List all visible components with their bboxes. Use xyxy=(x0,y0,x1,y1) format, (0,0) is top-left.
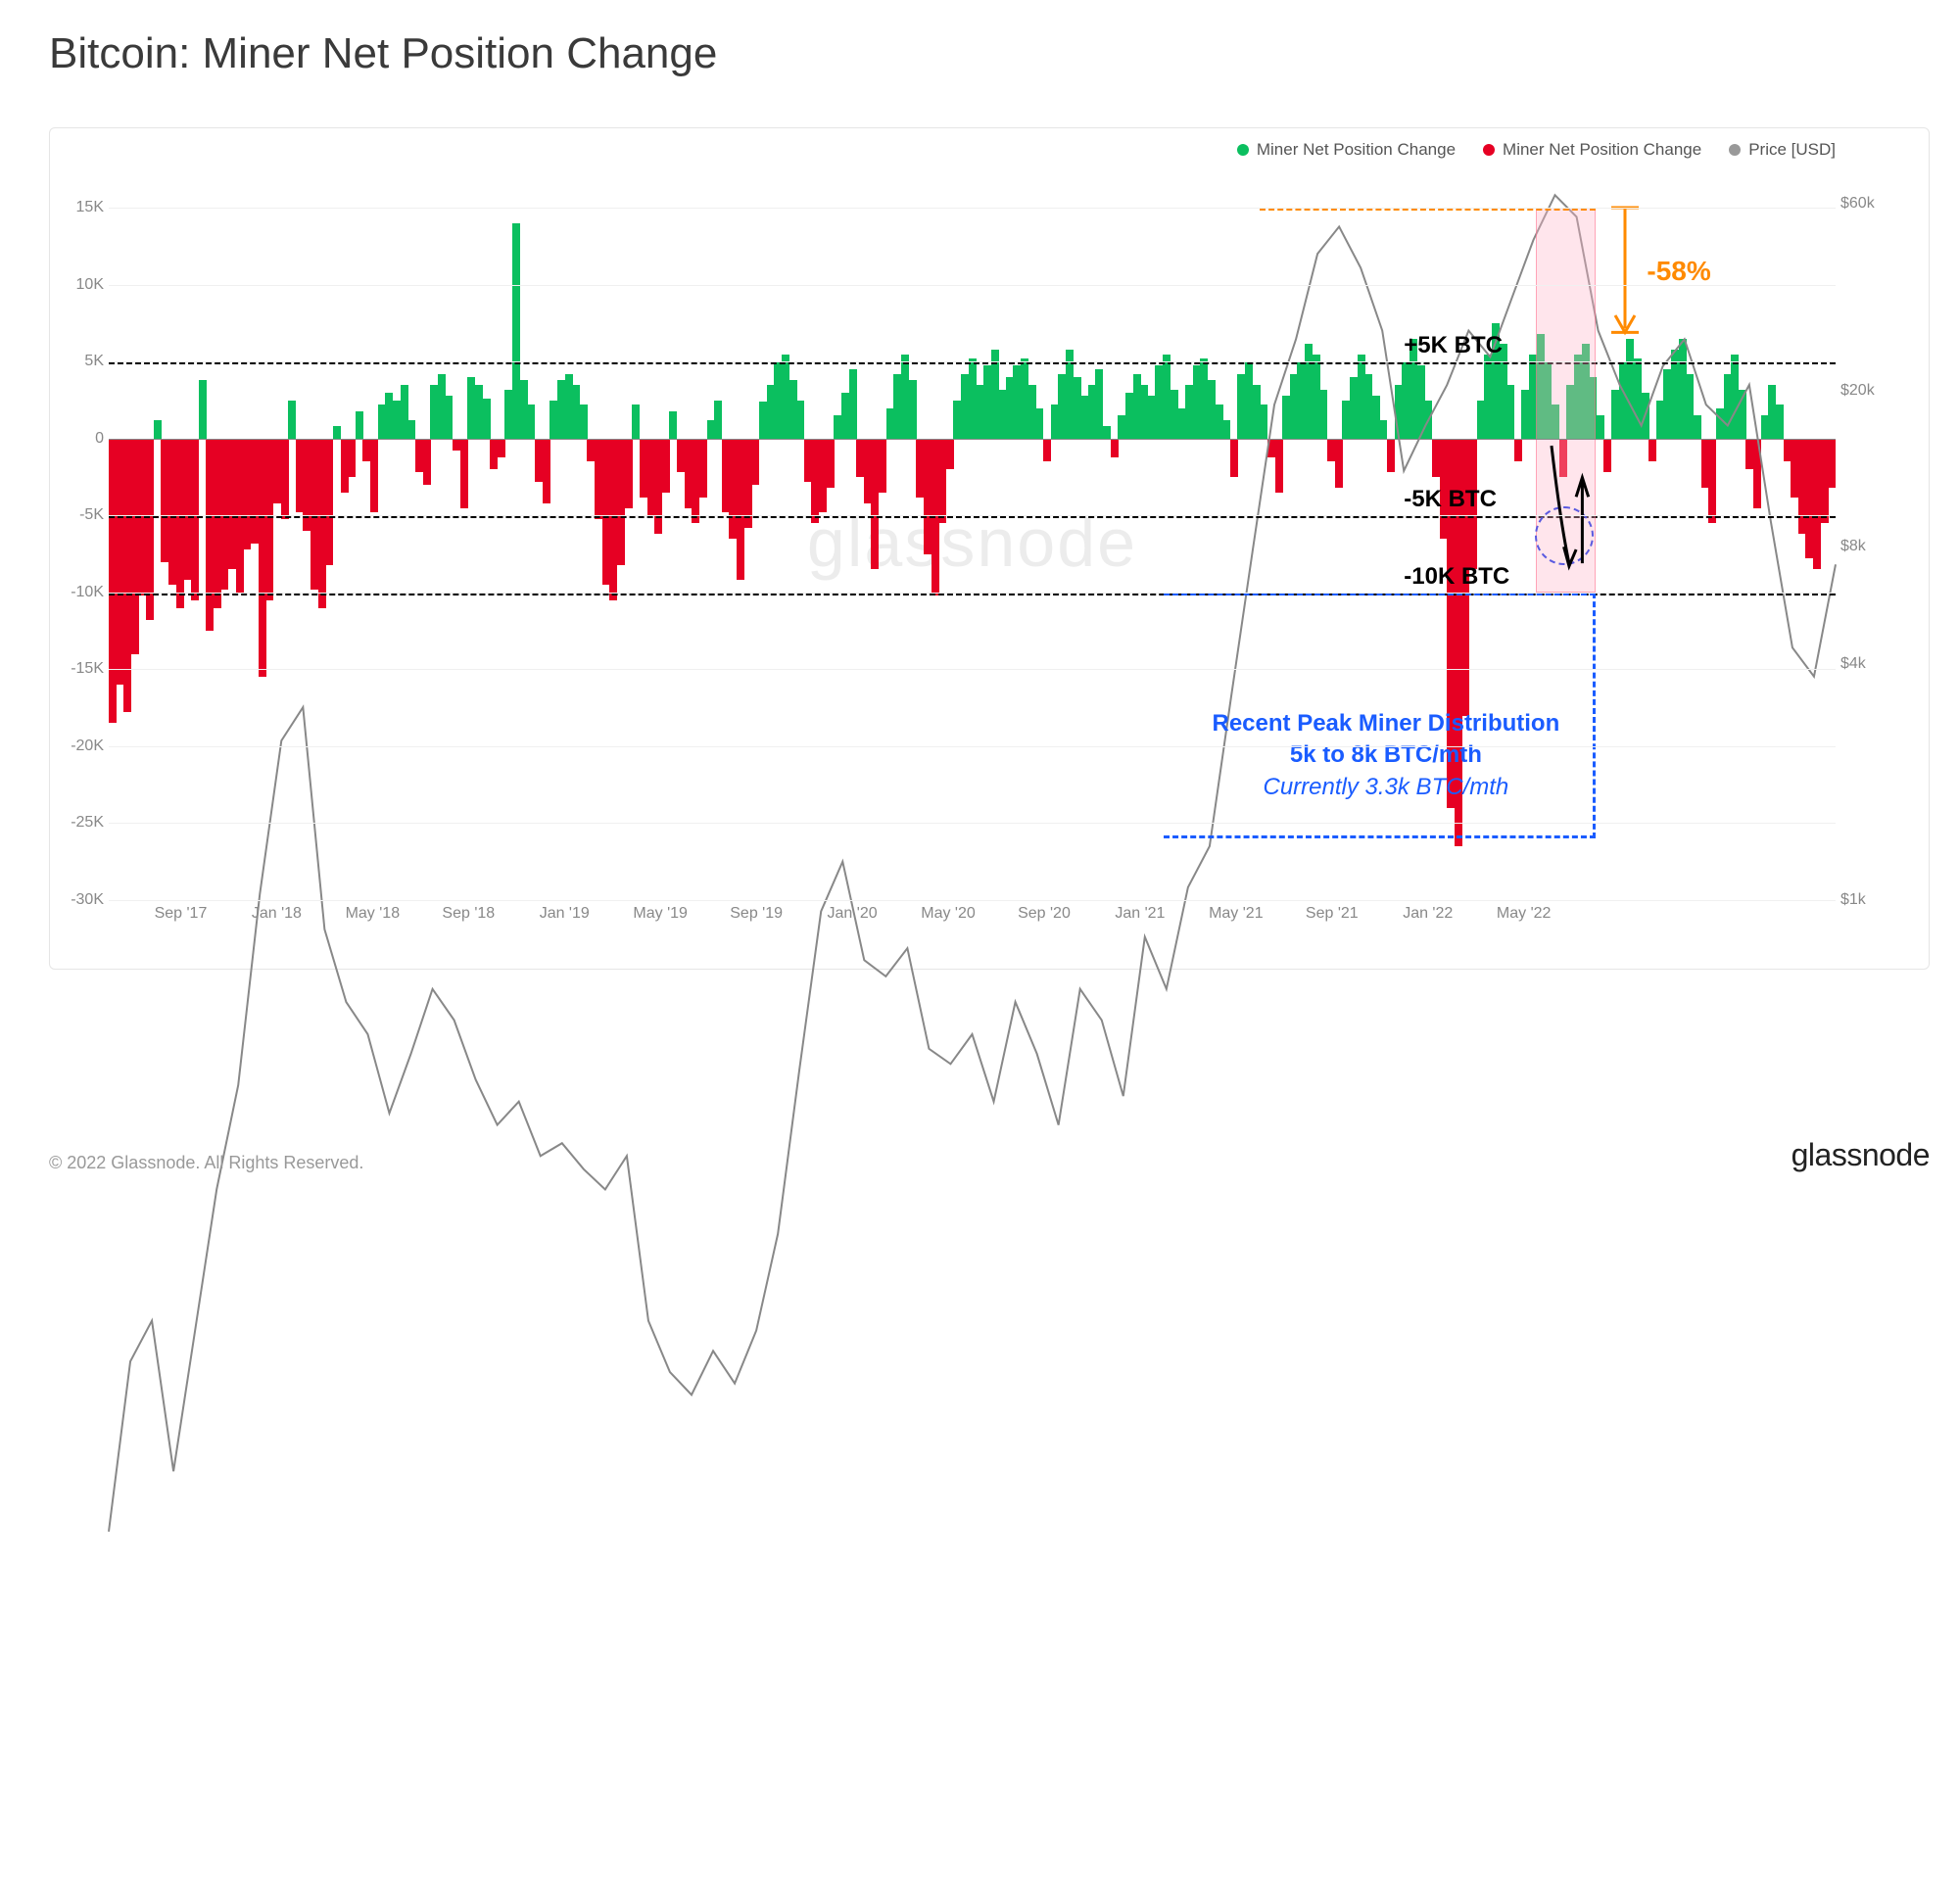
legend-dot-red xyxy=(1483,144,1495,156)
legend-label: Miner Net Position Change xyxy=(1257,140,1456,160)
ref-label: -5K BTC xyxy=(1404,486,1497,513)
ref-label: -10K BTC xyxy=(1404,563,1509,591)
y-right-tick: $8k xyxy=(1840,538,1866,555)
blue-line1: Recent Peak Miner Distribution xyxy=(1200,708,1572,739)
y-right-tick: $20k xyxy=(1840,382,1875,400)
chart-frame: Miner Net Position Change Miner Net Posi… xyxy=(49,127,1930,970)
y-left-tick: 10K xyxy=(76,276,104,294)
blue-line3: Currently 3.3k BTC/mth xyxy=(1200,772,1572,803)
legend-item-positive: Miner Net Position Change xyxy=(1237,140,1456,160)
y-left-tick: 15K xyxy=(76,199,104,216)
y-left-tick: -15K xyxy=(71,660,104,678)
black-arrows-icon xyxy=(1543,439,1596,577)
footer: © 2022 Glassnode. All Rights Reserved. g… xyxy=(49,1137,1930,1173)
y-left-tick: 0 xyxy=(95,430,104,448)
plot-area: glassnode 15K10K5K0-5K-10K-15K-20K-25K-3… xyxy=(109,177,1836,900)
legend-dot-grey xyxy=(1729,144,1741,156)
legend: Miner Net Position Change Miner Net Posi… xyxy=(1237,140,1836,160)
y-right-tick: $4k xyxy=(1840,655,1866,673)
orange-label: -58% xyxy=(1647,256,1710,287)
legend-label: Miner Net Position Change xyxy=(1503,140,1701,160)
legend-dot-green xyxy=(1237,144,1249,156)
y-left-tick: -30K xyxy=(71,891,104,909)
brand-logo: glassnode xyxy=(1792,1137,1930,1173)
y-axis-right: $60k$20k$8k$4k$1k xyxy=(1840,177,1889,900)
blue-line2: 5k to 8k BTC/mth xyxy=(1200,739,1572,771)
legend-item-price: Price [USD] xyxy=(1729,140,1836,160)
y-left-tick: 5K xyxy=(84,353,104,370)
y-right-tick: $1k xyxy=(1840,891,1866,909)
legend-item-negative: Miner Net Position Change xyxy=(1483,140,1701,160)
copyright: © 2022 Glassnode. All Rights Reserved. xyxy=(49,1153,363,1173)
y-axis-left: 15K10K5K0-5K-10K-15K-20K-25K-30K xyxy=(55,177,104,900)
y-left-tick: -5K xyxy=(79,506,104,524)
y-left-tick: -25K xyxy=(71,814,104,832)
y-left-tick: -10K xyxy=(71,584,104,601)
orange-arrow-icon xyxy=(1607,208,1643,339)
y-right-tick: $60k xyxy=(1840,195,1875,213)
chart-container: Bitcoin: Miner Net Position Change Miner… xyxy=(49,29,1930,1090)
y-left-tick: -20K xyxy=(71,738,104,755)
legend-label: Price [USD] xyxy=(1748,140,1836,160)
ref-label: +5K BTC xyxy=(1404,332,1503,359)
chart-title: Bitcoin: Miner Net Position Change xyxy=(49,29,1930,78)
blue-text: Recent Peak Miner Distribution5k to 8k B… xyxy=(1200,708,1572,803)
